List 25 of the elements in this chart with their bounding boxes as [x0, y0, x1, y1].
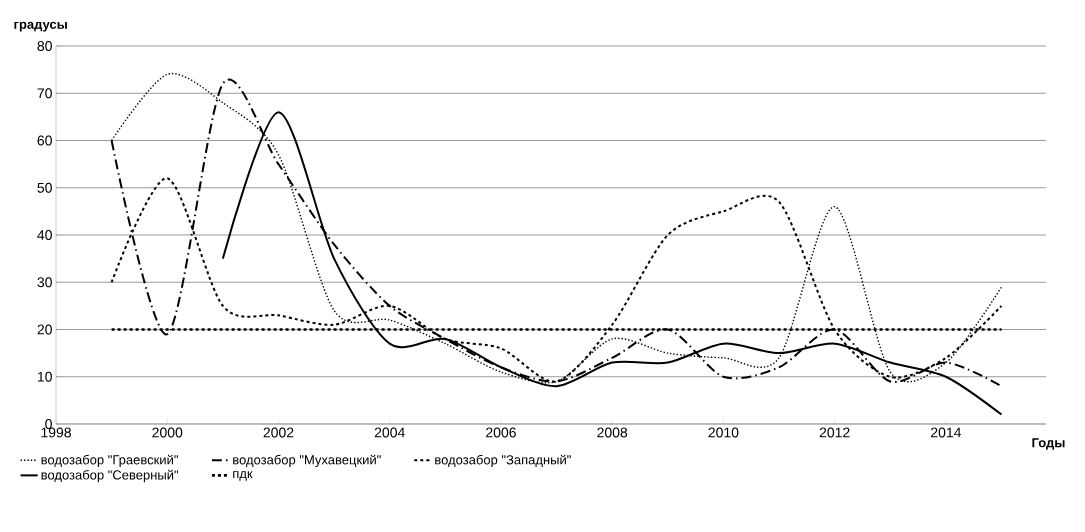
y-tick-label: 80: [37, 41, 52, 51]
x-tick-label: 1998: [41, 427, 71, 438]
legend-label: водозабор "Мухавецкий": [233, 454, 381, 467]
y-tick-label: 20: [37, 324, 52, 335]
x-tick-label: 2006: [486, 427, 516, 438]
y-tick-label: 50: [37, 182, 52, 193]
legend-label: водозабор "Западный": [435, 454, 571, 467]
x-tick-label: 2000: [152, 427, 183, 438]
legend-label: пдк: [233, 471, 253, 481]
y-tick-label: 70: [37, 88, 52, 99]
x-tick-label: 2004: [374, 427, 405, 438]
x-axis-title: Годы: [1032, 438, 1065, 450]
y-tick-label: 60: [37, 135, 52, 146]
x-tick-label: 2008: [597, 427, 628, 438]
x-tick-label: 2014: [931, 427, 962, 438]
legend-label: водозабор "Северный": [41, 469, 179, 483]
y-tick-label: 40: [37, 230, 52, 240]
y-tick-label: 10: [37, 371, 52, 382]
y-axis-title: градусы: [14, 21, 67, 32]
x-tick-label: 2010: [708, 427, 739, 438]
x-tick-label: 2012: [819, 427, 850, 438]
x-tick-label: 2002: [263, 427, 294, 438]
y-tick-label: 30: [37, 277, 52, 288]
y-tick-label: 0: [45, 419, 52, 429]
legend-label: водозабор "Граевский": [41, 454, 178, 467]
